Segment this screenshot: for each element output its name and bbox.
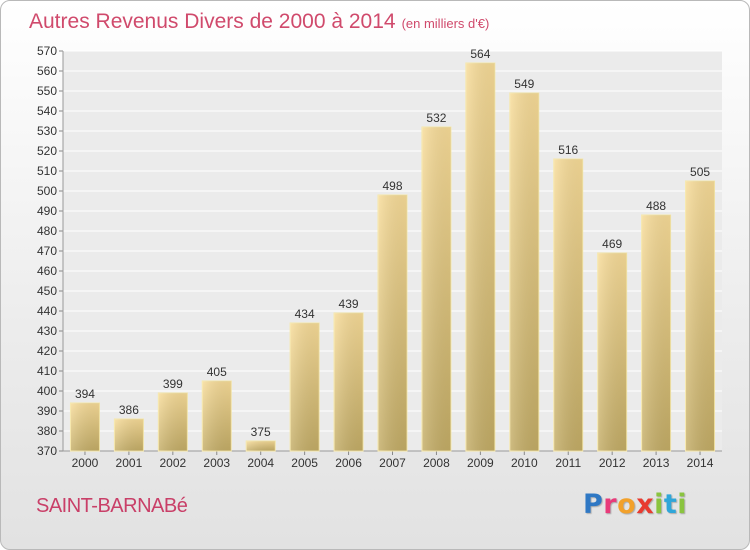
data-label-2005: 434 xyxy=(295,307,315,321)
y-tick-label-450: 450 xyxy=(37,284,57,298)
logo-letter: o xyxy=(617,489,637,520)
logo-letter: P xyxy=(583,489,604,520)
data-label-2004: 375 xyxy=(251,425,271,439)
data-label-2010: 549 xyxy=(514,77,534,91)
x-tick-label-2002: 2002 xyxy=(159,456,186,470)
x-tick-label-2009: 2009 xyxy=(467,456,494,470)
data-label-2008: 532 xyxy=(426,111,446,125)
axis-layer: 370 380 390 400 410 420 430 440 450 460 470 480 490 5… xyxy=(37,44,722,470)
y-tick-label-390: 390 xyxy=(37,404,57,418)
y-tick-label-480: 480 xyxy=(37,224,57,238)
bar-shade-2013 xyxy=(641,215,671,451)
data-label-2000: 394 xyxy=(75,387,95,401)
y-tick-label-440: 440 xyxy=(37,304,57,318)
x-tick-label-2000: 2000 xyxy=(72,456,99,470)
data-label-2007: 498 xyxy=(382,179,402,193)
x-tick-label-2012: 2012 xyxy=(599,456,626,470)
y-tick-label-400: 400 xyxy=(37,384,57,398)
bar-shade-2001 xyxy=(114,419,144,451)
logo-letter: r xyxy=(603,489,618,520)
chart-subtitle: (en milliers d'€) xyxy=(401,16,490,31)
y-tick-label-500: 500 xyxy=(37,184,57,198)
logo-letter: i xyxy=(654,489,664,520)
bar-shade-2006 xyxy=(334,313,364,451)
bar-shade-2011 xyxy=(553,159,583,451)
y-tick-label-560: 560 xyxy=(37,64,57,78)
y-tick-label-370: 370 xyxy=(37,444,57,458)
logo-letter: x xyxy=(636,489,655,520)
y-tick-label-530: 530 xyxy=(37,124,57,138)
y-tick-label-490: 490 xyxy=(37,204,57,218)
y-tick-label-410: 410 xyxy=(37,364,57,378)
x-tick-label-2007: 2007 xyxy=(379,456,406,470)
y-tick-label-460: 460 xyxy=(37,264,57,278)
y-tick-label-570: 570 xyxy=(37,44,57,58)
y-tick-label-430: 430 xyxy=(37,324,57,338)
x-tick-label-2006: 2006 xyxy=(335,456,362,470)
x-tick-label-2004: 2004 xyxy=(247,456,274,470)
bar-shade-2010 xyxy=(509,93,539,451)
y-tick-label-420: 420 xyxy=(37,344,57,358)
bar-layer xyxy=(69,62,716,452)
bar-shade-2008 xyxy=(421,127,451,451)
y-tick-label-550: 550 xyxy=(37,84,57,98)
data-label-2011: 516 xyxy=(558,143,578,157)
data-label-2003: 405 xyxy=(207,365,227,379)
y-tick-label-520: 520 xyxy=(37,144,57,158)
data-label-2001: 386 xyxy=(119,403,139,417)
logo-letter: i xyxy=(677,489,688,520)
data-label-2012: 469 xyxy=(602,237,622,251)
label-layer: 394 386 399 405 375 434 439 498 532 564 549 516 469 4… xyxy=(75,47,710,439)
chart-title-text: Autres Revenus Divers de 2000 à 2014 xyxy=(29,10,396,33)
data-label-2013: 488 xyxy=(646,199,666,213)
bar-shade-2000 xyxy=(70,403,100,451)
logo-letter: t xyxy=(663,489,678,520)
x-tick-label-2003: 2003 xyxy=(203,456,230,470)
data-label-2002: 399 xyxy=(163,377,183,391)
y-tick-label-380: 380 xyxy=(37,424,57,438)
x-tick-label-2005: 2005 xyxy=(291,456,318,470)
x-tick-label-2011: 2011 xyxy=(555,456,581,470)
commune-name: SAINT-BARNABé xyxy=(36,495,188,517)
data-label-2014: 505 xyxy=(690,165,710,179)
bar-shade-2002 xyxy=(158,393,188,451)
y-tick-label-510: 510 xyxy=(37,164,57,178)
chart-title: Autres Revenus Divers de 2000 à 2014 (en … xyxy=(29,10,489,34)
data-label-2006: 439 xyxy=(339,297,359,311)
x-tick-label-2014: 2014 xyxy=(687,456,714,470)
y-tick-label-470: 470 xyxy=(37,244,57,258)
proxiti-logo: Proxiti xyxy=(583,489,687,520)
bar-shade-2009 xyxy=(465,63,495,451)
data-label-2009: 564 xyxy=(470,47,490,61)
x-tick-label-2001: 2001 xyxy=(116,456,143,470)
x-tick-label-2013: 2013 xyxy=(643,456,670,470)
bar-shade-2003 xyxy=(202,381,232,451)
x-tick-label-2010: 2010 xyxy=(511,456,538,470)
bar-shade-2007 xyxy=(378,195,407,451)
bar-shade-2012 xyxy=(597,253,627,451)
bar-shade-2005 xyxy=(290,323,320,451)
bar-shade-2014 xyxy=(685,181,715,451)
bar-shade-2004 xyxy=(246,441,276,451)
x-tick-label-2008: 2008 xyxy=(423,456,450,470)
y-tick-label-540: 540 xyxy=(37,104,57,118)
